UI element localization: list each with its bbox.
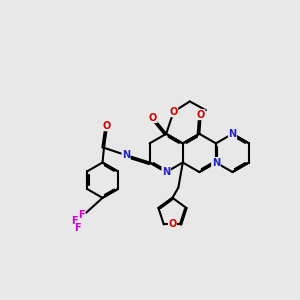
- Text: N: N: [122, 150, 130, 160]
- Text: O: O: [168, 220, 177, 230]
- Text: N: N: [228, 129, 237, 139]
- Text: O: O: [103, 121, 111, 131]
- Text: F: F: [70, 216, 77, 226]
- Text: N: N: [212, 158, 220, 167]
- Text: N: N: [212, 158, 220, 167]
- Text: F: F: [74, 223, 81, 233]
- Text: N: N: [162, 167, 170, 177]
- Text: O: O: [149, 112, 157, 123]
- Text: N: N: [228, 129, 237, 139]
- Text: O: O: [169, 107, 178, 117]
- Text: N: N: [162, 167, 170, 177]
- Text: F: F: [78, 210, 84, 220]
- Text: O: O: [197, 110, 205, 120]
